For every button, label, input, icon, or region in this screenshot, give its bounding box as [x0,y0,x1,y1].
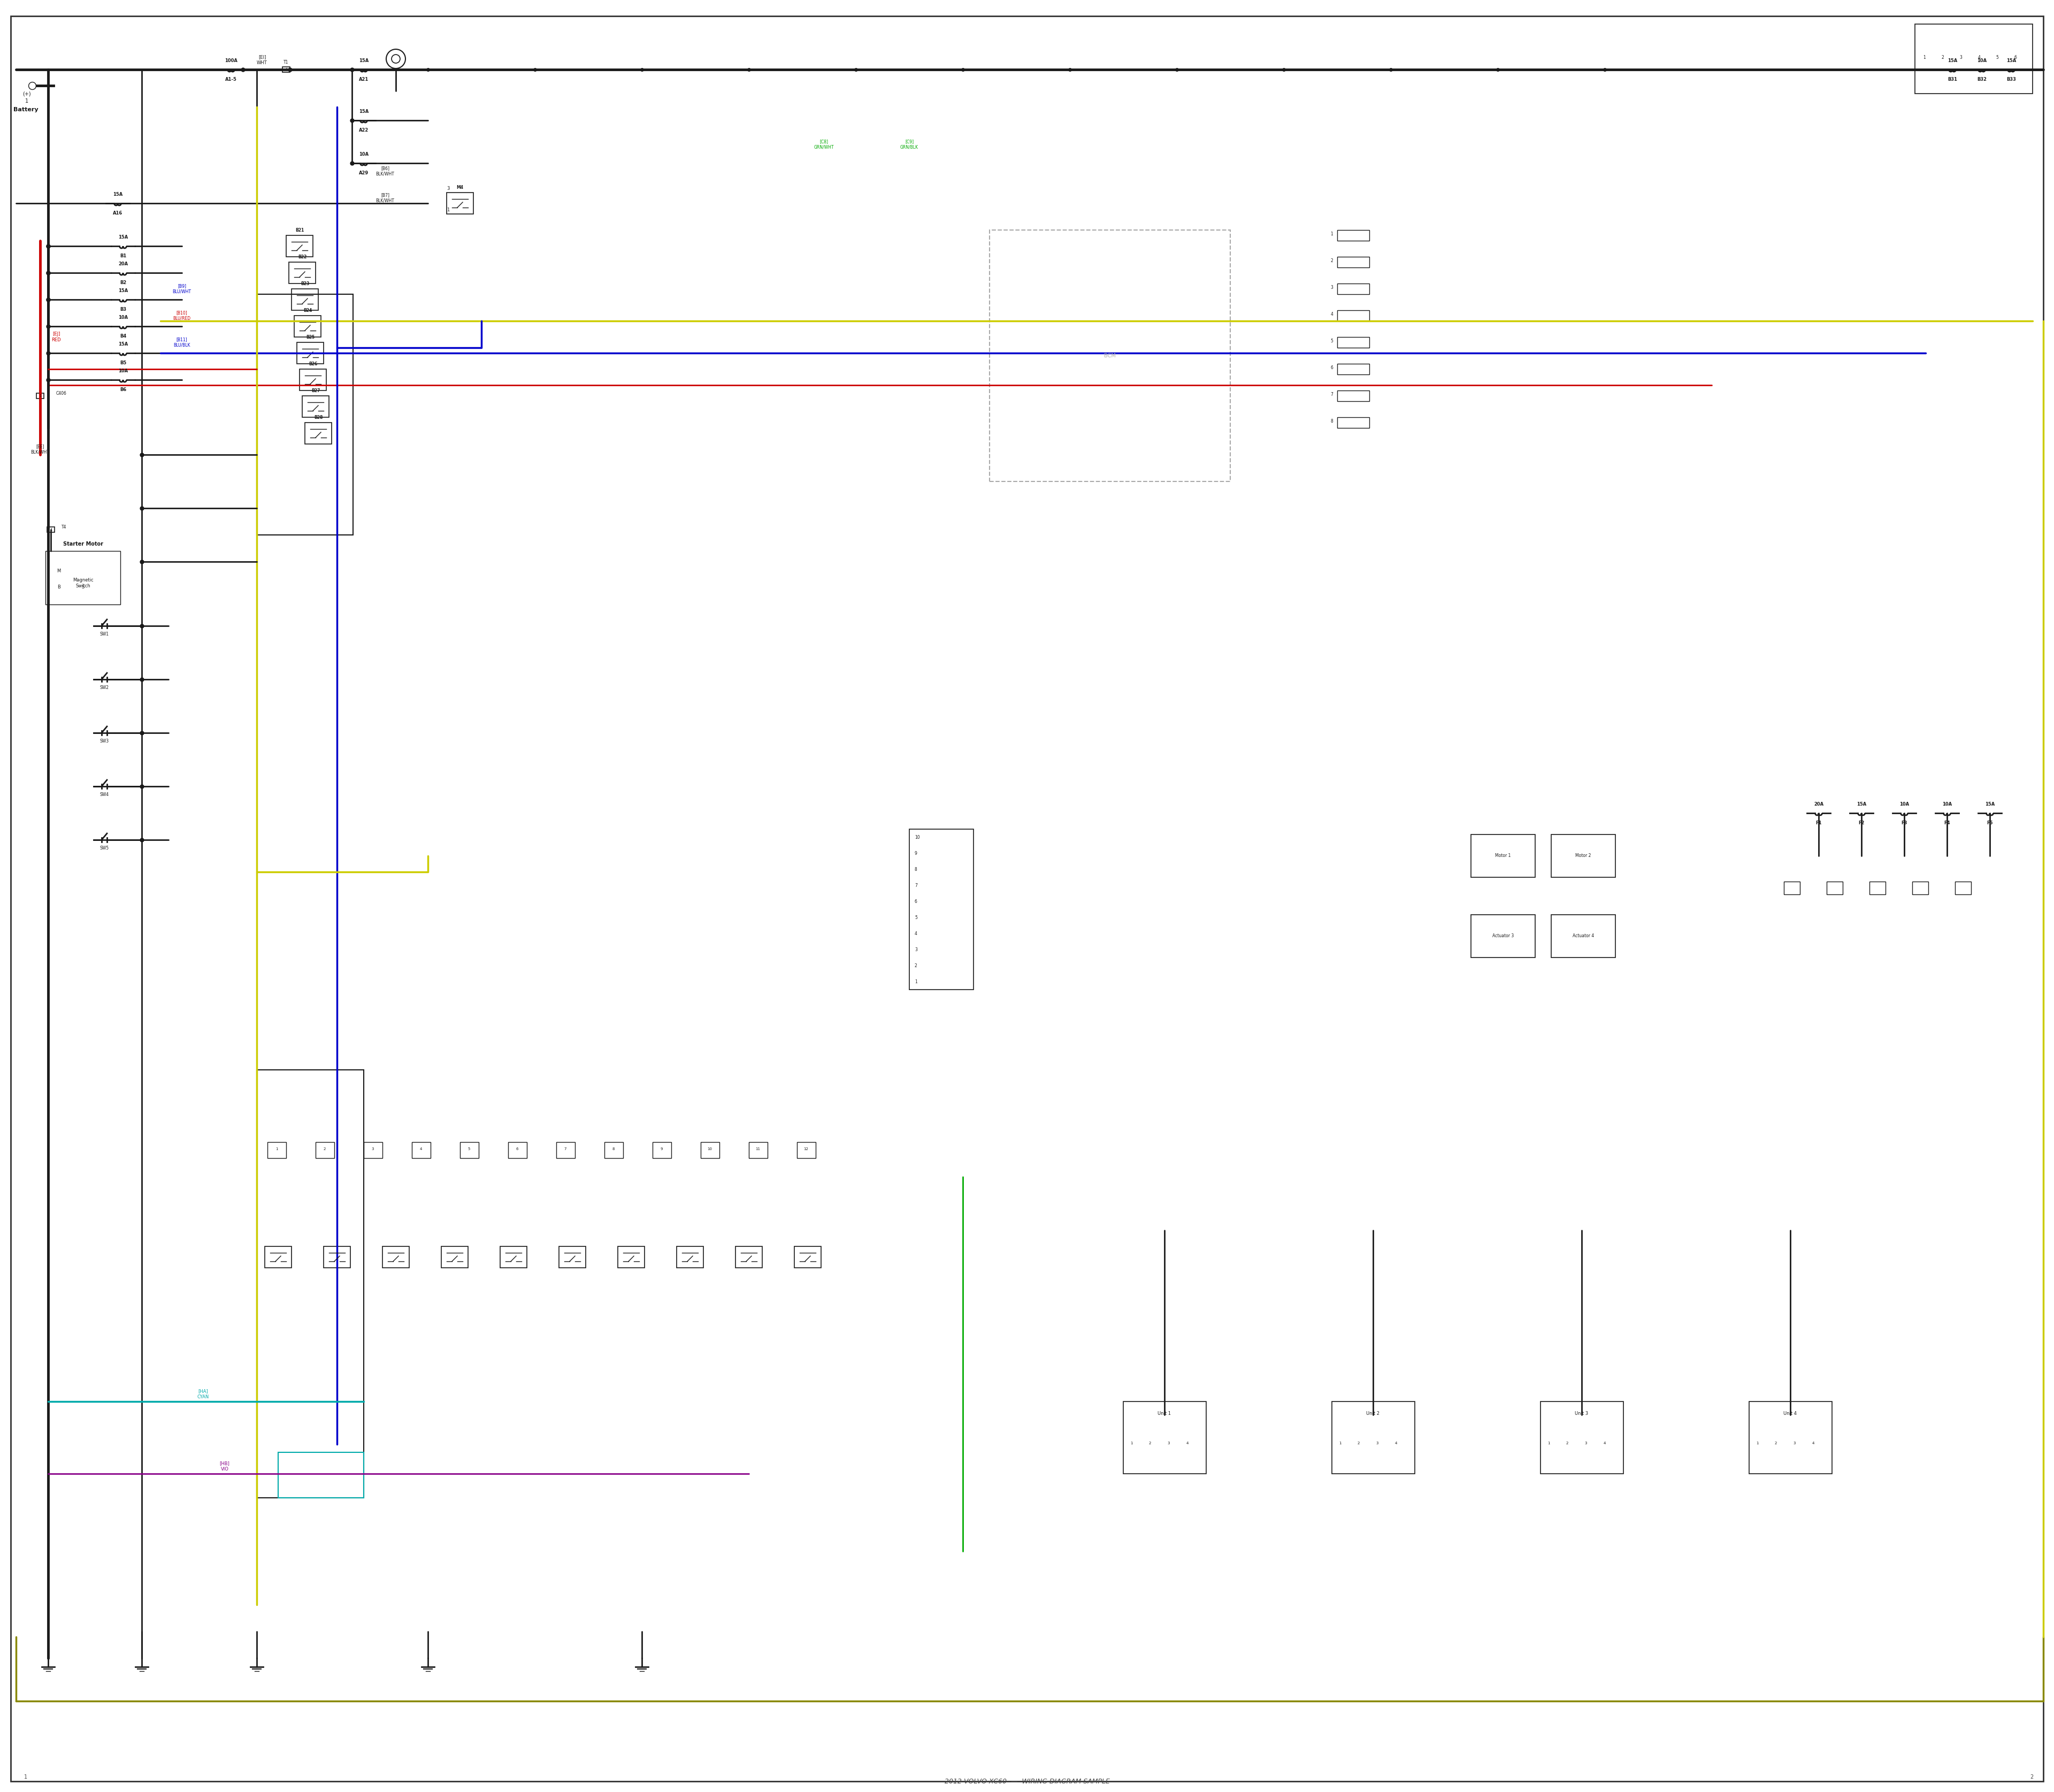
Text: 6: 6 [516,1147,518,1150]
Bar [446,192,472,213]
Bar [1750,1401,1832,1473]
Bar [298,342,325,364]
Text: 11: 11 [756,1147,760,1150]
Text: 8: 8 [612,1147,614,1150]
Text: Actuator 4: Actuator 4 [1573,934,1594,939]
Text: 4: 4 [1604,1441,1606,1444]
Text: 1: 1 [1130,1441,1132,1444]
Text: 10A: 10A [1900,801,1908,806]
Text: 2: 2 [1331,258,1333,263]
Text: 10: 10 [707,1147,713,1150]
Bar [559,1247,585,1267]
Bar [45,550,121,604]
Text: B28: B28 [314,416,322,419]
Text: [EE]
BLK/WHT: [EE] BLK/WHT [31,444,49,455]
Text: 9: 9 [661,1147,663,1150]
Text: 2: 2 [2029,1774,2033,1779]
Bar [676,1247,702,1267]
Bar [294,315,320,337]
Text: 12: 12 [803,1147,809,1150]
Bar [1337,418,1370,428]
Text: 1: 1 [1339,1441,1341,1444]
Text: 10A: 10A [1943,801,1951,806]
Bar [1337,364,1370,375]
Text: 1: 1 [49,529,51,530]
Text: 3: 3 [914,948,918,952]
Text: Unit 2: Unit 2 [1366,1410,1380,1416]
Bar [557,1142,575,1158]
Text: 100A: 100A [224,59,238,63]
Text: SW4: SW4 [101,792,109,797]
Bar [507,1142,528,1158]
Bar [325,1247,351,1267]
Text: 1: 1 [1331,231,1333,237]
Text: 2: 2 [1148,1441,1150,1444]
Bar [1331,1401,1415,1473]
Text: 15A: 15A [2007,59,2017,63]
Bar [304,423,331,444]
Bar [442,1247,468,1267]
Bar [290,262,316,283]
Text: [HA]
CYAN: [HA] CYAN [197,1389,210,1400]
Text: 1: 1 [1923,56,1927,59]
Text: SW2: SW2 [101,685,109,690]
Text: 3: 3 [446,186,450,192]
Text: B23: B23 [300,281,310,287]
Bar [1826,882,1842,894]
Bar [1551,914,1614,957]
Text: 5: 5 [1996,56,1999,59]
Bar [795,1247,822,1267]
Text: 4: 4 [1978,56,1980,59]
Bar [618,1247,645,1267]
Text: F3: F3 [1902,821,1908,826]
Text: 10A: 10A [359,152,368,156]
Text: A16: A16 [113,211,123,215]
Bar [460,1142,479,1158]
Bar [1540,1401,1623,1473]
Text: F4: F4 [1943,821,1949,826]
Text: 3: 3 [1586,1441,1588,1444]
Text: 15A: 15A [359,59,368,63]
Text: Magnetic
Switch: Magnetic Switch [72,577,92,588]
Text: A1-5: A1-5 [226,77,236,82]
Text: 10A: 10A [119,315,127,321]
Bar [990,229,1230,482]
Text: 4: 4 [914,932,918,935]
Text: Unit 1: Unit 1 [1158,1410,1171,1416]
Text: Unit 3: Unit 3 [1575,1410,1588,1416]
Bar [382,1247,409,1267]
Text: 15A: 15A [359,109,368,115]
Bar [292,289,318,310]
Text: 10A: 10A [1976,59,1986,63]
Bar [257,294,353,536]
Text: B25: B25 [306,335,314,340]
Text: S: S [82,584,84,590]
Text: A21: A21 [359,77,368,82]
Text: Unit 4: Unit 4 [1783,1410,1797,1416]
Text: BCM: BCM [1105,353,1115,358]
Text: F2: F2 [1859,821,1865,826]
Text: 4: 4 [419,1147,423,1150]
Bar [300,369,327,391]
Text: 3: 3 [372,1147,374,1150]
Bar [1337,310,1370,321]
Text: T1: T1 [283,59,290,65]
Bar [257,1070,364,1498]
Text: Motor 2: Motor 2 [1575,853,1592,858]
Bar [1471,835,1534,878]
Bar [604,1142,622,1158]
Bar [364,1142,382,1158]
Text: B1: B1 [119,253,125,258]
Text: 10A: 10A [119,369,127,373]
Text: 3: 3 [1331,285,1333,290]
Bar [265,1247,292,1267]
Text: 7: 7 [914,883,918,887]
Text: 15A: 15A [119,342,127,346]
Text: B: B [58,584,60,590]
Text: 1: 1 [1547,1441,1549,1444]
Bar [267,1142,286,1158]
Text: 6: 6 [1331,366,1333,371]
Bar [1471,914,1534,957]
Text: 10: 10 [914,835,920,840]
Text: [C8]
GRN/WHT: [C8] GRN/WHT [813,140,834,149]
